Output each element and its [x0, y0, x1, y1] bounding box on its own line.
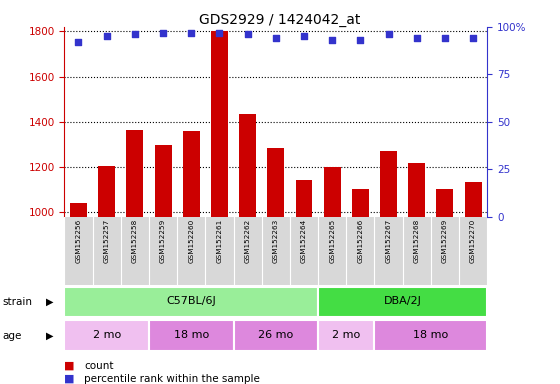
Point	[440, 35, 449, 41]
Text: 18 mo: 18 mo	[174, 330, 209, 340]
Text: GSM152263: GSM152263	[273, 219, 279, 263]
Point	[187, 30, 196, 36]
Bar	[380, 151, 397, 217]
Text: GSM152256: GSM152256	[76, 219, 82, 263]
Point	[215, 30, 224, 36]
Text: age: age	[3, 331, 22, 341]
Text: 26 mo: 26 mo	[258, 330, 293, 340]
Bar	[127, 130, 143, 217]
Bar	[155, 144, 171, 217]
Point	[158, 30, 167, 36]
Bar	[70, 204, 87, 217]
Text: 18 mo: 18 mo	[413, 330, 449, 340]
Bar	[408, 163, 425, 217]
Text: C57BL/6J: C57BL/6J	[166, 296, 216, 306]
Point	[469, 35, 478, 41]
Point	[102, 33, 111, 40]
Text: ▶: ▶	[46, 297, 53, 307]
Bar	[318, 320, 375, 351]
Bar	[64, 320, 149, 351]
Point	[356, 37, 365, 43]
Bar	[318, 286, 487, 317]
Bar	[436, 189, 454, 217]
Bar	[149, 320, 234, 351]
Point	[130, 31, 139, 38]
Text: GDS2929 / 1424042_at: GDS2929 / 1424042_at	[199, 13, 361, 27]
Text: GSM152261: GSM152261	[216, 219, 222, 263]
Text: GSM152260: GSM152260	[188, 219, 194, 263]
Bar	[352, 189, 369, 217]
Text: GSM152264: GSM152264	[301, 219, 307, 263]
Text: GSM152259: GSM152259	[160, 219, 166, 263]
Text: strain: strain	[3, 297, 33, 307]
Text: ▶: ▶	[46, 331, 53, 341]
Bar	[234, 320, 318, 351]
Bar	[64, 286, 318, 317]
Point	[74, 39, 83, 45]
Bar	[296, 180, 312, 217]
Text: DBA/2J: DBA/2J	[384, 296, 422, 306]
Bar	[324, 167, 340, 217]
Text: ■: ■	[64, 361, 75, 371]
Text: GSM152266: GSM152266	[357, 219, 363, 263]
Text: GSM152269: GSM152269	[442, 219, 448, 263]
Text: 2 mo: 2 mo	[332, 330, 361, 340]
Point	[384, 31, 393, 38]
Bar	[98, 166, 115, 217]
Text: 2 mo: 2 mo	[92, 330, 121, 340]
Point	[412, 35, 421, 41]
Text: GSM152257: GSM152257	[104, 219, 110, 263]
Text: count: count	[84, 361, 114, 371]
Text: GSM152270: GSM152270	[470, 219, 476, 263]
Point	[271, 35, 280, 41]
Text: GSM152258: GSM152258	[132, 219, 138, 263]
Text: GSM152265: GSM152265	[329, 219, 335, 263]
Bar	[239, 114, 256, 217]
Point	[243, 31, 252, 38]
Text: GSM152262: GSM152262	[245, 219, 251, 263]
Text: ■: ■	[64, 374, 75, 384]
Text: GSM152267: GSM152267	[385, 219, 391, 263]
Text: GSM152268: GSM152268	[414, 219, 420, 263]
Point	[328, 37, 337, 43]
Bar	[211, 31, 228, 217]
Bar	[183, 131, 200, 217]
Bar	[465, 182, 482, 217]
Bar	[267, 148, 284, 217]
Bar	[375, 320, 487, 351]
Point	[300, 33, 309, 40]
Text: percentile rank within the sample: percentile rank within the sample	[84, 374, 260, 384]
